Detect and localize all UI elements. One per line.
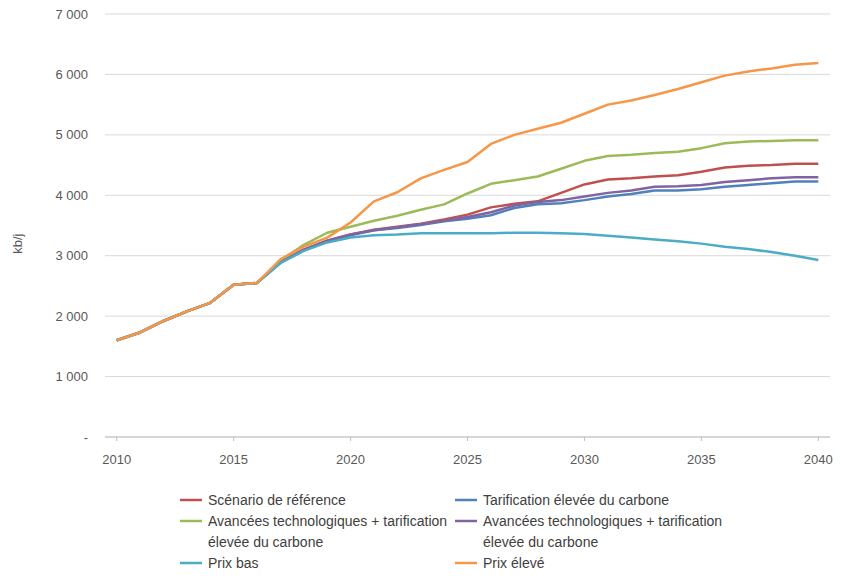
series-line (117, 140, 819, 340)
grid-line (105, 74, 830, 75)
y-tick-label: 6 000 (55, 67, 88, 82)
grid-line (105, 195, 830, 196)
grid-line (105, 255, 830, 256)
series-line (117, 63, 819, 340)
x-tick-mark (116, 437, 117, 441)
y-tick-label: 2 000 (55, 309, 88, 324)
x-tick-label: 2015 (219, 452, 248, 467)
y-tick-label: - (84, 430, 88, 445)
legend-swatch (180, 499, 202, 502)
grid-line (105, 316, 830, 317)
y-tick-label: 1 000 (55, 369, 88, 384)
x-tick-label: 2025 (453, 452, 482, 467)
x-tick-label: 2030 (570, 452, 599, 467)
series-line (117, 181, 819, 340)
plot-lines (117, 63, 819, 340)
x-tick-label: 2035 (687, 452, 716, 467)
grid-line (105, 376, 830, 377)
legend-swatch (455, 499, 477, 502)
series-line (117, 177, 819, 340)
legend-label: Scénario de référence (208, 492, 346, 508)
y-tick-label: 4 000 (55, 188, 88, 203)
x-tick-mark (584, 437, 585, 441)
series-line (117, 164, 819, 340)
x-tick-mark (467, 437, 468, 441)
y-tick-label: 3 000 (55, 248, 88, 263)
legend-label: Avancées technologiques + tarificationél… (208, 513, 447, 550)
x-tick-label: 2040 (804, 452, 833, 467)
y-tick-label: 7 000 (55, 7, 88, 22)
series-line (117, 233, 819, 341)
x-tick-label: 2020 (336, 452, 365, 467)
legend-swatch (455, 562, 477, 565)
legend-swatch (455, 520, 477, 523)
chart: - 1 000 2 000 3 000 4 000 5 000 6 000 7 000 2010… (0, 0, 846, 583)
grid-line (105, 134, 830, 135)
legend-label: Prix élevé (483, 555, 545, 571)
legend-swatch (180, 520, 202, 523)
x-tick-mark (233, 437, 234, 441)
x-tick-mark (701, 437, 702, 441)
legend-label: Avancées technologiques + tarificationél… (483, 513, 722, 550)
grid-line (105, 14, 830, 15)
legend-label: Tarification élevée du carbone (483, 492, 669, 508)
y-axis-label: kb/j (10, 233, 25, 253)
x-tick-label: 2010 (102, 452, 131, 467)
y-tick-label: 5 000 (55, 127, 88, 142)
legend-swatch (180, 562, 202, 565)
x-tick-mark (818, 437, 819, 441)
legend-label: Prix bas (208, 555, 259, 571)
x-tick-mark (350, 437, 351, 441)
